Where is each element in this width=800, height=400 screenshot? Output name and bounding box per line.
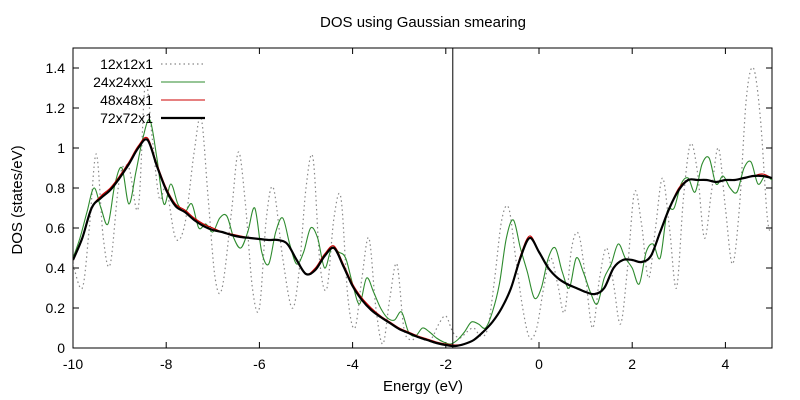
y-axis-label: DOS (states/eV) (9, 145, 26, 254)
y-tick-label: 0 (57, 340, 65, 356)
series-group (73, 66, 772, 348)
x-tick-label: 4 (722, 356, 730, 372)
series-line-48x48x1 (73, 136, 772, 346)
plot-area: -10 -8 -6 -4 -2 0 2 4 0 0.2 0.4 0.6 0.8 1 1.2 1.4 (46, 47, 773, 372)
y-tick-label: 1.2 (46, 100, 66, 116)
legend-label: 72x72x1 (100, 110, 153, 126)
x-tick-label: -10 (63, 356, 83, 372)
x-tick-label: 2 (628, 356, 636, 372)
x-tick-label: -8 (160, 356, 173, 372)
x-axis-ticks: -10 -8 -6 -4 -2 0 2 4 (63, 48, 730, 372)
y-tick-label: 0.2 (46, 300, 66, 316)
plot-frame (72, 47, 773, 349)
legend-label: 12x12x1 (100, 56, 153, 72)
x-tick-label: -6 (253, 356, 266, 372)
x-axis-label: Energy (eV) (383, 378, 463, 395)
legend-label: 24x24xx1 (93, 74, 153, 90)
series-line-24x24xx1 (73, 118, 772, 345)
series-line-72x72x1 (73, 138, 772, 348)
y-axis-ticks: 0 0.2 0.4 0.6 0.8 1 1.2 1.4 (46, 60, 772, 356)
y-tick-label: 0.8 (46, 180, 66, 196)
x-tick-label: -2 (440, 356, 453, 372)
x-tick-label: -4 (346, 356, 359, 372)
legend-label: 48x48x1 (100, 92, 153, 108)
y-tick-label: 0.4 (46, 260, 66, 276)
chart-title: DOS using Gaussian smearing (320, 14, 526, 31)
y-tick-label: 1.4 (46, 60, 66, 76)
x-tick-label: 0 (535, 356, 543, 372)
legend: 12x12x1 24x24xx1 48x48x1 72x72x1 (93, 56, 205, 126)
y-tick-label: 1 (57, 140, 65, 156)
y-tick-label: 0.6 (46, 220, 66, 236)
